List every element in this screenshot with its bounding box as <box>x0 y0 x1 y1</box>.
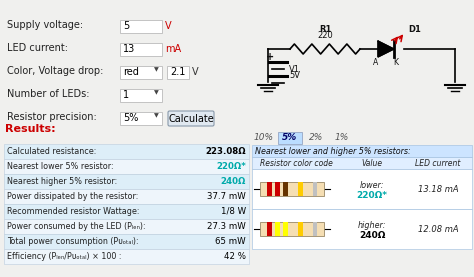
Text: 65 mW: 65 mW <box>215 237 246 246</box>
Text: Results:: Results: <box>5 124 55 134</box>
Bar <box>267 182 272 196</box>
Text: 223.08Ω: 223.08Ω <box>205 147 246 156</box>
Bar <box>252 209 472 249</box>
Text: 5: 5 <box>123 21 129 31</box>
Text: 5V: 5V <box>289 71 300 81</box>
Bar <box>313 182 317 196</box>
Text: LED current:: LED current: <box>7 43 68 53</box>
Text: 12.08 mA: 12.08 mA <box>418 225 458 235</box>
Text: 220: 220 <box>317 31 333 40</box>
Bar <box>120 112 162 125</box>
Text: Power consumed by the LED (Pₗₑₙ):: Power consumed by the LED (Pₗₑₙ): <box>7 222 146 231</box>
Text: 5%: 5% <box>123 113 138 123</box>
Text: 1/8 W: 1/8 W <box>221 207 246 216</box>
Text: Calculate: Calculate <box>168 114 214 124</box>
Text: higher:: higher: <box>358 220 386 230</box>
Text: 240Ω: 240Ω <box>359 230 385 240</box>
Text: Nearest lower 5% resistor:: Nearest lower 5% resistor: <box>7 162 114 171</box>
Text: 13: 13 <box>123 44 135 54</box>
Text: 1: 1 <box>123 90 129 100</box>
Bar <box>298 182 303 196</box>
Text: V1: V1 <box>289 65 300 73</box>
Text: 2%: 2% <box>309 134 323 142</box>
Text: A: A <box>374 58 379 67</box>
Text: Supply voltage:: Supply voltage: <box>7 20 83 30</box>
Text: 240Ω: 240Ω <box>220 177 246 186</box>
Text: LED current: LED current <box>415 158 461 168</box>
Bar <box>252 169 472 209</box>
Bar <box>120 89 162 102</box>
Text: R1: R1 <box>319 25 331 34</box>
Text: Resistor color code: Resistor color code <box>260 158 332 168</box>
Bar <box>4 204 249 219</box>
Text: 5%: 5% <box>283 134 298 142</box>
Text: Resistor precision:: Resistor precision: <box>7 112 97 122</box>
Text: 27.3 mW: 27.3 mW <box>207 222 246 231</box>
Text: 42 %: 42 % <box>224 252 246 261</box>
Text: red: red <box>123 67 139 77</box>
Bar <box>4 219 249 234</box>
Text: 13.18 mA: 13.18 mA <box>418 186 458 194</box>
Bar <box>283 182 288 196</box>
Text: 220Ω*: 220Ω* <box>356 191 388 199</box>
Bar <box>120 43 162 56</box>
Bar <box>252 157 472 169</box>
Bar <box>120 66 162 79</box>
Bar <box>260 182 324 196</box>
Bar <box>252 145 472 157</box>
Text: Total power consumption (Pᴜₒₜₐₗ):: Total power consumption (Pᴜₒₜₐₗ): <box>7 237 138 246</box>
Text: Calculated resistance:: Calculated resistance: <box>7 147 96 156</box>
Bar <box>283 222 288 236</box>
Bar <box>4 249 249 264</box>
Bar <box>167 66 189 79</box>
Polygon shape <box>378 41 394 57</box>
Text: Efficiency (Pₗₑₙ/Pᴜₒₜₐₗ) × 100 :: Efficiency (Pₗₑₙ/Pᴜₒₜₐₗ) × 100 : <box>7 252 121 261</box>
Bar <box>298 222 303 236</box>
Bar <box>267 222 272 236</box>
Bar <box>4 144 249 159</box>
Text: K: K <box>393 58 399 67</box>
Text: 37.7 mW: 37.7 mW <box>207 192 246 201</box>
Text: +: + <box>266 52 274 62</box>
Text: 1%: 1% <box>335 134 349 142</box>
Text: Color, Voltage drop:: Color, Voltage drop: <box>7 66 103 76</box>
Bar <box>4 159 249 174</box>
Text: Nearest lower and higher 5% resistors:: Nearest lower and higher 5% resistors: <box>255 147 411 155</box>
Text: mA: mA <box>165 44 181 54</box>
Bar <box>260 222 324 236</box>
Text: Nearest higher 5% resistor:: Nearest higher 5% resistor: <box>7 177 117 186</box>
Bar <box>4 189 249 204</box>
Text: V: V <box>165 21 172 31</box>
Text: ▼: ▼ <box>154 90 159 95</box>
Bar <box>313 222 317 236</box>
Text: Recommended resistor Wattage:: Recommended resistor Wattage: <box>7 207 139 216</box>
Bar <box>275 182 280 196</box>
Bar <box>275 222 280 236</box>
Bar <box>120 20 162 33</box>
Text: Number of LEDs:: Number of LEDs: <box>7 89 90 99</box>
Text: 10%: 10% <box>254 134 274 142</box>
Text: ▼: ▼ <box>154 67 159 72</box>
Text: Value: Value <box>362 158 383 168</box>
Text: lower:: lower: <box>360 181 384 189</box>
Text: Power dissipated by the resistor:: Power dissipated by the resistor: <box>7 192 138 201</box>
Text: D1: D1 <box>409 25 421 34</box>
Text: V: V <box>192 67 199 77</box>
Bar <box>4 234 249 249</box>
Text: 2.1: 2.1 <box>170 67 185 77</box>
Bar <box>4 174 249 189</box>
Text: 220Ω*: 220Ω* <box>216 162 246 171</box>
FancyBboxPatch shape <box>168 111 214 126</box>
Bar <box>278 132 302 144</box>
Text: ▼: ▼ <box>154 113 159 118</box>
